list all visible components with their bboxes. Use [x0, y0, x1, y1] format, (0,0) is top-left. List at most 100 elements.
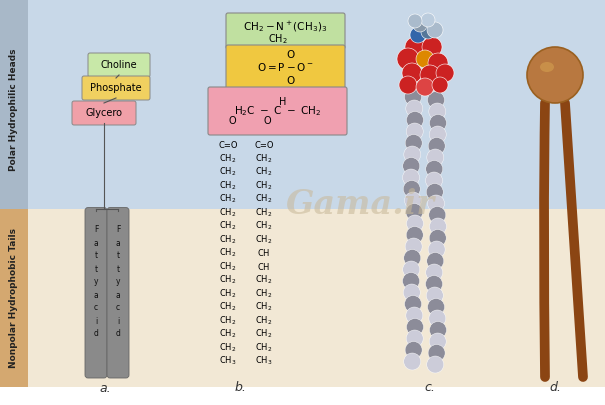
FancyBboxPatch shape: [107, 208, 129, 378]
Text: $\mathrm{CH_2}$: $\mathrm{CH_2}$: [255, 220, 273, 232]
Circle shape: [429, 207, 446, 224]
Circle shape: [402, 169, 419, 186]
Circle shape: [427, 183, 443, 200]
Circle shape: [404, 249, 420, 266]
Text: $\mathrm{CH_2}$: $\mathrm{CH_2}$: [255, 301, 273, 313]
Circle shape: [429, 126, 446, 143]
Circle shape: [429, 103, 446, 120]
Text: C=O: C=O: [254, 141, 273, 149]
Circle shape: [421, 25, 435, 39]
Text: y: y: [116, 277, 120, 286]
Circle shape: [405, 341, 422, 358]
Circle shape: [406, 123, 424, 140]
Circle shape: [436, 64, 454, 82]
FancyBboxPatch shape: [88, 53, 150, 77]
Circle shape: [405, 238, 422, 255]
Circle shape: [405, 134, 422, 151]
Circle shape: [428, 195, 445, 212]
Text: $\mathrm{CH_2}$: $\mathrm{CH_2}$: [219, 206, 237, 219]
Text: Phosphate: Phosphate: [90, 83, 142, 93]
Text: y: y: [94, 277, 98, 286]
Circle shape: [430, 322, 446, 339]
Circle shape: [416, 78, 434, 96]
Circle shape: [404, 353, 420, 370]
Text: $\mathrm{CH}$: $\mathrm{CH}$: [257, 247, 270, 258]
Circle shape: [427, 252, 443, 269]
Circle shape: [408, 14, 422, 28]
Text: H: H: [279, 97, 286, 107]
Circle shape: [405, 296, 422, 313]
Circle shape: [428, 298, 445, 315]
Circle shape: [430, 218, 446, 235]
Circle shape: [428, 241, 445, 258]
Circle shape: [407, 318, 423, 335]
FancyBboxPatch shape: [226, 45, 345, 91]
FancyBboxPatch shape: [208, 87, 347, 135]
Text: O: O: [286, 50, 295, 60]
Text: $\mathrm{CH_3}$: $\mathrm{CH_3}$: [255, 355, 273, 367]
Text: t: t: [94, 252, 97, 260]
Text: $\mathrm{CH_2}$: $\mathrm{CH_2}$: [219, 314, 237, 327]
Text: $\mathrm{CH_2}$: $\mathrm{CH_2}$: [219, 193, 237, 205]
Circle shape: [429, 333, 446, 350]
Circle shape: [430, 115, 446, 132]
Circle shape: [403, 158, 420, 175]
Text: $\mathrm{CH_2}$: $\mathrm{CH_2}$: [255, 233, 273, 246]
Text: $\mathrm{CH_2}$: $\mathrm{CH_2}$: [219, 301, 237, 313]
Text: F: F: [94, 226, 98, 234]
Text: $\mathrm{CH_2-N^+(CH_3)_3}$: $\mathrm{CH_2-N^+(CH_3)_3}$: [243, 19, 328, 34]
FancyBboxPatch shape: [85, 208, 107, 378]
Circle shape: [427, 287, 443, 304]
Text: Choline: Choline: [100, 60, 137, 70]
Circle shape: [404, 284, 420, 301]
Text: O: O: [263, 116, 271, 126]
Text: $\mathrm{O=P-O^-}$: $\mathrm{O=P-O^-}$: [257, 61, 314, 73]
Circle shape: [407, 111, 423, 128]
Circle shape: [421, 13, 435, 27]
Circle shape: [427, 149, 444, 166]
Text: d.: d.: [549, 381, 561, 394]
Text: $\mathrm{CH_2}$: $\mathrm{CH_2}$: [255, 274, 273, 286]
Text: $\mathrm{CH_2}$: $\mathrm{CH_2}$: [255, 341, 273, 354]
Text: O: O: [286, 76, 295, 85]
Text: Nonpolar Hydrophobic Tails: Nonpolar Hydrophobic Tails: [10, 228, 19, 368]
Text: a.: a.: [99, 382, 111, 395]
Circle shape: [429, 230, 446, 247]
Text: $\mathrm{CH_2}$: $\mathrm{CH_2}$: [219, 287, 237, 300]
Circle shape: [426, 160, 443, 177]
Circle shape: [404, 146, 421, 163]
Circle shape: [405, 37, 425, 57]
Circle shape: [397, 48, 419, 70]
Circle shape: [416, 50, 434, 68]
Text: $\mathrm{CH_2}$: $\mathrm{CH_2}$: [255, 193, 273, 205]
Circle shape: [406, 100, 423, 117]
Text: $\mathrm{CH_2}$: $\mathrm{CH_2}$: [219, 247, 237, 259]
Text: $\mathrm{CH_2}$: $\mathrm{CH_2}$: [219, 166, 237, 178]
Text: a: a: [116, 239, 120, 247]
Circle shape: [420, 65, 440, 85]
Bar: [28, 0, 605, 209]
Circle shape: [405, 89, 422, 105]
Text: t: t: [94, 264, 97, 273]
Text: $\mathrm{CH_2}$: $\mathrm{CH_2}$: [219, 260, 237, 273]
Text: i: i: [95, 316, 97, 326]
Bar: [0, 0, 28, 209]
Text: $\mathrm{CH_2}$: $\mathrm{CH_2}$: [255, 179, 273, 192]
Text: c.: c.: [425, 381, 436, 394]
Text: F: F: [116, 226, 120, 234]
Text: a: a: [94, 290, 99, 300]
Text: $\mathrm{CH_2}$: $\mathrm{CH_2}$: [255, 328, 273, 340]
Bar: [0, 209, 28, 387]
Text: $\mathrm{CH_2}$: $\mathrm{CH_2}$: [219, 179, 237, 192]
Circle shape: [429, 310, 446, 327]
Circle shape: [413, 18, 427, 32]
Circle shape: [422, 37, 442, 57]
Text: b.: b.: [234, 381, 246, 394]
Circle shape: [406, 307, 423, 324]
Text: Polar Hydrophilic Heads: Polar Hydrophilic Heads: [10, 48, 19, 171]
Circle shape: [426, 264, 443, 281]
Text: $\mathrm{H_2C\ -\ C\ -\ CH_2}$: $\mathrm{H_2C\ -\ C\ -\ CH_2}$: [234, 104, 321, 118]
Text: Glycero: Glycero: [85, 108, 122, 118]
Circle shape: [406, 226, 424, 243]
Text: c: c: [94, 303, 98, 313]
